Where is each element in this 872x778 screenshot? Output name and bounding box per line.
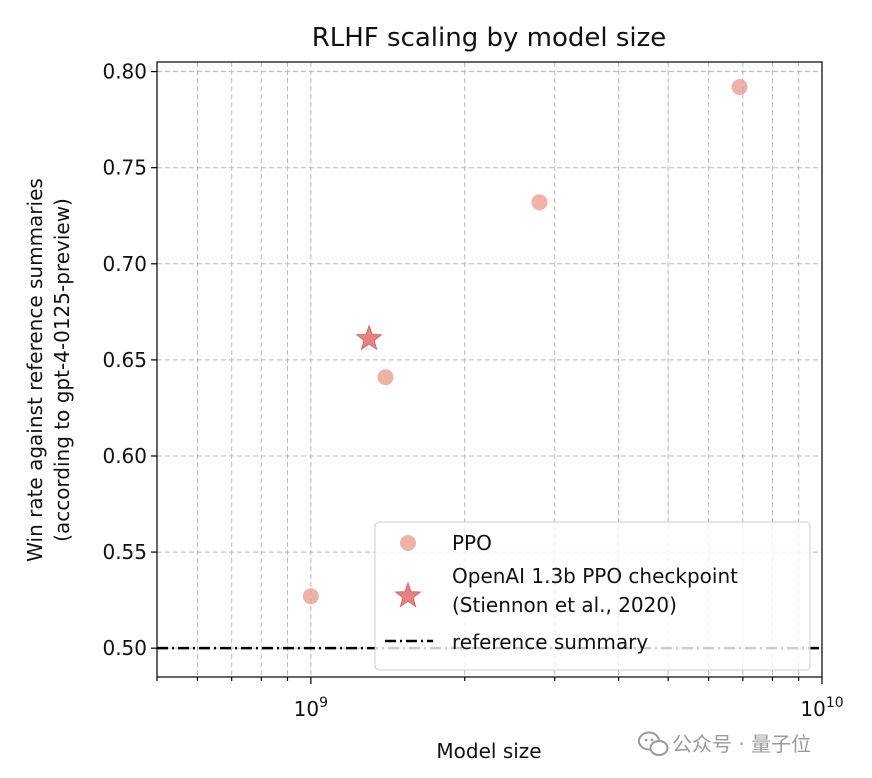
legend-marker-star <box>394 581 422 608</box>
ppo-point <box>731 78 748 95</box>
legend-label-openai-line1: OpenAI 1.3b PPO checkpoint <box>452 564 738 588</box>
y-tick-label: 0.60 <box>102 444 147 468</box>
openai-checkpoint-point <box>355 324 383 351</box>
legend-label-openai-line2: (Stiennon et al., 2020) <box>452 593 677 617</box>
ppo-point <box>377 369 394 386</box>
y-axis-label-line2: (according to gpt-4-0125-preview) <box>50 198 74 542</box>
legend-box <box>374 521 811 671</box>
ppo-point <box>531 194 548 211</box>
x-axis-label: Model size <box>436 739 541 763</box>
watermark: 公众号 · 量子位 <box>638 731 811 756</box>
y-tick-label: 0.65 <box>102 348 147 372</box>
legend-marker-ppo <box>400 535 416 551</box>
ticks-layer <box>151 71 823 684</box>
y-tick-label: 0.50 <box>102 636 147 660</box>
y-tick-label: 0.75 <box>102 156 147 180</box>
axes-frame <box>156 61 823 678</box>
y-tick-label: 0.70 <box>102 252 147 276</box>
legend-label-ppo: PPO <box>452 531 492 555</box>
chart-title: RLHF scaling by model size <box>312 23 667 53</box>
legend-label-reference: reference summary <box>452 630 648 654</box>
legend: PPO OpenAI 1.3b PPO checkpoint (Stiennon… <box>374 521 811 671</box>
watermark-text: 公众号 · 量子位 <box>672 732 811 756</box>
ppo-point <box>302 588 319 605</box>
legend-star-shape <box>394 581 422 608</box>
x-tick-label: 1010 <box>800 695 843 721</box>
y-tick-label: 0.80 <box>102 60 147 84</box>
y-axis-label-line1: Win rate against reference summaries <box>23 178 47 562</box>
y-tick-label: 0.55 <box>102 540 147 564</box>
tick-labels-layer: 0.50 0.55 0.60 0.65 0.70 0.75 0.80 109 1010 <box>102 60 843 721</box>
wechat-icon <box>638 731 669 756</box>
points-layer <box>302 78 748 605</box>
x-tick-label: 109 <box>294 695 328 721</box>
